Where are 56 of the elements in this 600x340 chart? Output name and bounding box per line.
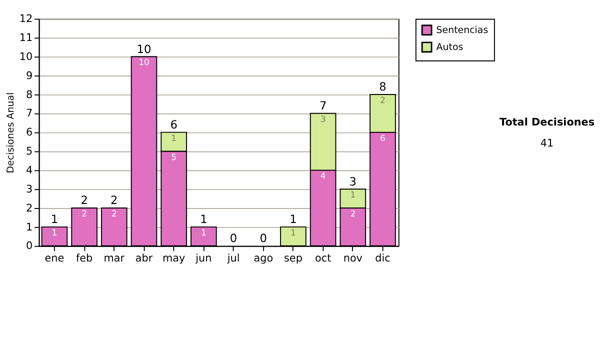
data-label: 2 <box>350 210 356 220</box>
x-tick-label: jun <box>194 252 212 264</box>
y-tick-label: 8 <box>26 88 33 101</box>
total-label: 2 <box>80 193 88 208</box>
x-tick-label: jul <box>226 252 240 264</box>
data-label: 3 <box>320 114 326 125</box>
data-label: 1 <box>200 228 206 238</box>
data-label: 1 <box>290 228 296 238</box>
data-label: 6 <box>380 134 386 144</box>
x-tick-label: nov <box>343 252 362 264</box>
total-label: 1 <box>50 212 58 226</box>
total-label: 6 <box>170 118 178 132</box>
text: 41 <box>540 138 554 150</box>
data-label: 1 <box>350 190 356 201</box>
y-tick-label: 11 <box>19 32 33 44</box>
x-tick-label: oct <box>314 252 332 264</box>
data-label: 2 <box>82 210 88 220</box>
total-label: 0 <box>230 231 238 246</box>
y-tick-label: 7 <box>26 108 33 120</box>
data-label: 2 <box>111 210 117 220</box>
data-label: 4 <box>320 172 326 182</box>
total-label: 0 <box>260 231 267 246</box>
text: Total Decisiones <box>499 116 595 129</box>
x-tick-label: ene <box>44 252 64 264</box>
total-label: 2 <box>110 193 118 208</box>
x-tick-label: mar <box>104 252 126 264</box>
y-axis-title: Decisiones Anual <box>6 92 17 174</box>
x-tick-label: dic <box>375 252 391 264</box>
x-tick-label: ago <box>254 252 274 264</box>
y-tick-label: 1 <box>26 221 33 234</box>
y-tick-label: 0 <box>26 240 33 252</box>
x-tick-label: feb <box>76 252 94 264</box>
data-label: 2 <box>380 96 386 106</box>
total-label: 8 <box>379 80 386 94</box>
y-tick-label: 4 <box>26 164 34 176</box>
y-tick-label: 9 <box>26 70 33 82</box>
y-tick-label: 6 <box>26 126 33 139</box>
y-tick-label: 2 <box>26 202 33 214</box>
y-tick-label: 12 <box>19 13 33 26</box>
total-label: 1 <box>290 212 297 226</box>
total-label: 10 <box>136 42 152 56</box>
y-tick-label: 5 <box>26 146 33 158</box>
data-label: 10 <box>138 58 150 68</box>
y-tick-label: 3 <box>26 183 33 196</box>
legend-label: Sentencias <box>436 24 488 36</box>
total-label: 7 <box>319 98 327 113</box>
data-label: 1 <box>52 228 58 238</box>
y-tick-label: 10 <box>19 50 33 63</box>
data-label: 1 <box>171 134 177 144</box>
x-tick-label: sep <box>284 252 303 264</box>
total-label: 3 <box>349 174 357 188</box>
total-label: 1 <box>200 212 208 226</box>
legend-label: Autos <box>436 42 464 53</box>
data-label: 5 <box>171 152 177 163</box>
x-tick-label: may <box>162 252 186 264</box>
x-tick-label: abr <box>135 252 154 264</box>
